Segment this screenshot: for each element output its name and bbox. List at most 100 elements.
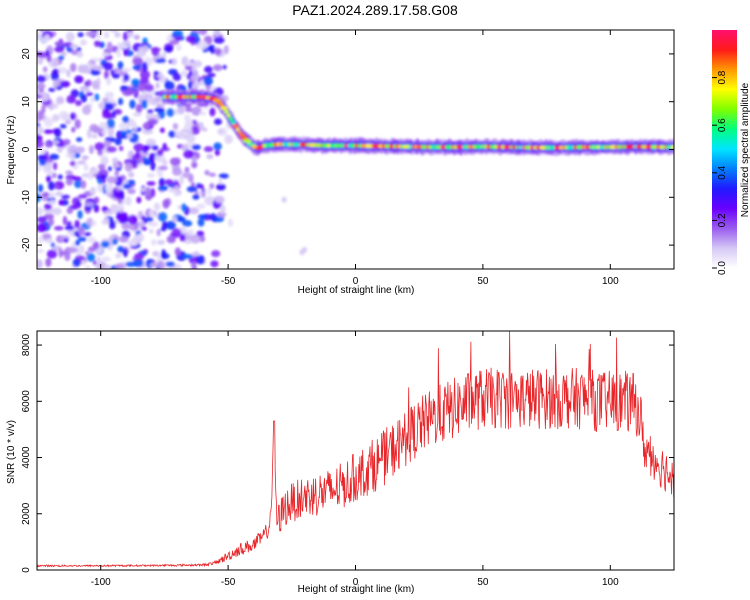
- spectrogram-noise-blob: [42, 92, 48, 103]
- spectrogram-noise-blob: [91, 80, 100, 88]
- spectrogram-noise-blob: [97, 261, 107, 269]
- spectrogram-noise-blob: [171, 167, 183, 176]
- spectrogram-noise-blob: [157, 185, 169, 192]
- spectrogram-noise-blob: [146, 109, 154, 114]
- spectrogram-noise-blob: [126, 133, 133, 139]
- spectrogram-noise-blob: [45, 238, 54, 244]
- spectrogram-noise-blob: [81, 260, 86, 265]
- spectrogram-noise-blob: [179, 234, 186, 242]
- spectrogram-noise-blob: [165, 261, 176, 267]
- spectrogram-noise-blob: [204, 65, 213, 74]
- spectrogram-noise-blob: [118, 235, 129, 243]
- spectrogram-noise-blob: [86, 128, 92, 139]
- spectrogram-noise-blob: [43, 129, 54, 134]
- spectrogram-noise-blob: [185, 106, 193, 113]
- spectrogram-x-label: Height of straight line (km): [298, 285, 415, 296]
- spectrogram-noise-blob: [37, 216, 47, 224]
- spectrogram-noise-blob: [222, 64, 227, 70]
- spectrogram-noise-blob: [191, 161, 198, 169]
- spectrogram-noise-blob: [39, 88, 44, 93]
- spectrogram-noise-blob: [66, 207, 74, 214]
- spectrogram-noise-blob: [123, 73, 130, 82]
- spectrogram-noise-blob: [43, 203, 52, 210]
- spectrogram-noise-blob: [51, 140, 60, 145]
- spectrogram-noise-blob: [171, 57, 177, 66]
- spectrogram-noise-blob: [188, 207, 200, 215]
- spectrogram-noise-blob: [177, 216, 186, 223]
- spectrogram-noise-blob: [96, 256, 101, 262]
- spectrogram-noise-blob: [172, 72, 182, 81]
- spectrogram-noise-blob: [196, 230, 205, 238]
- spectrogram-noise-blob: [191, 234, 201, 244]
- spectrogram-noise-blob: [178, 130, 190, 140]
- spectrogram-noise-blob: [119, 44, 130, 49]
- spectrogram-noise-blob: [182, 253, 194, 259]
- spectrogram-noise-blob: [196, 184, 204, 189]
- spectrogram-noise-blob: [200, 190, 206, 198]
- spectrogram-noise-blob: [127, 32, 135, 37]
- spectrogram-noise-blob: [153, 202, 161, 211]
- colorbar-gradient: [712, 30, 737, 268]
- spectrogram-noise-blob: [187, 133, 195, 143]
- spectrogram-noise-blob: [97, 149, 103, 156]
- spectrogram-noise-blob: [141, 45, 149, 53]
- spectrogram-noise-blob: [74, 119, 81, 129]
- spectrogram-noise-blob: [185, 239, 191, 245]
- spectrogram-noise-blob: [85, 30, 97, 37]
- spectrogram-noise-blob: [85, 92, 94, 97]
- spectrogram-noise-blob: [78, 64, 89, 74]
- spectrogram-noise-blob: [204, 169, 210, 176]
- spectrogram-x-tick-label: 0: [353, 276, 359, 287]
- spectrogram-y-tick-label: 0: [21, 146, 32, 152]
- spectrogram-noise-blob: [198, 121, 204, 131]
- spectrogram-noise-blob: [210, 260, 219, 268]
- spectrogram-noise-blob: [93, 196, 100, 204]
- spectrogram-noise-blob: [74, 99, 82, 107]
- spectrogram-noise-blob: [103, 31, 110, 39]
- spectrogram-noise-blob: [212, 64, 223, 72]
- spectrogram-noise-blob: [218, 173, 229, 179]
- spectrogram-noise-blob: [46, 249, 58, 259]
- spectrogram-noise-blob: [122, 31, 128, 42]
- spectrogram-noise-blob: [38, 156, 49, 161]
- spectrogram-noise-blob: [115, 252, 122, 259]
- spectrogram-noise-blob: [49, 153, 60, 160]
- spectrogram-noise-blob: [57, 66, 68, 74]
- spectrogram-noise-blob: [281, 196, 287, 203]
- spectrogram-noise-blob: [92, 241, 100, 250]
- spectrogram-noise-blob: [142, 128, 154, 135]
- spectrogram-noise-blob: [60, 80, 71, 88]
- spectrogram-noise-blob: [134, 252, 145, 260]
- spectrogram-noise-blob: [93, 204, 100, 213]
- spectrogram-noise-blob: [74, 219, 80, 230]
- spectrogram-noise-blob: [204, 195, 216, 206]
- snr-y-tick-label: 0: [21, 567, 32, 573]
- spectrogram-noise-blob: [58, 55, 65, 61]
- spectrogram-noise-blob: [224, 134, 233, 144]
- spectrogram-noise-blob: [139, 187, 146, 192]
- spectrogram-noise-blob: [48, 180, 55, 191]
- spectrogram-noise-blob: [74, 179, 83, 189]
- spectrogram-noise-blob: [162, 199, 170, 209]
- spectrogram-noise-blob: [37, 248, 45, 254]
- spectrogram-noise-blob: [81, 173, 90, 178]
- spectrogram-noise-blob: [151, 46, 160, 57]
- spectrogram-noise-blob: [190, 251, 201, 257]
- spectrogram-noise-blob: [165, 220, 176, 230]
- spectrogram-noise-blob: [135, 103, 143, 114]
- spectrogram-noise-blob: [46, 176, 51, 183]
- spectrogram-noise-blob: [181, 203, 187, 212]
- spectrogram-noise-blob: [94, 142, 105, 151]
- spectrogram-noise-blob: [60, 51, 68, 57]
- spectrogram-noise-blob: [299, 249, 305, 256]
- spectrogram-noise-blob: [37, 235, 44, 244]
- spectrogram-noise-blob: [183, 114, 191, 122]
- spectrogram-noise-blob: [134, 151, 141, 159]
- spectrogram-noise-blob: [111, 157, 119, 164]
- spectrogram-noise-blob: [138, 93, 148, 102]
- spectrogram-noise-blob: [185, 61, 195, 66]
- spectrogram-noise-blob: [111, 110, 116, 119]
- snr-x-tick-label: 50: [477, 577, 489, 588]
- spectrogram-noise-blob: [191, 144, 201, 151]
